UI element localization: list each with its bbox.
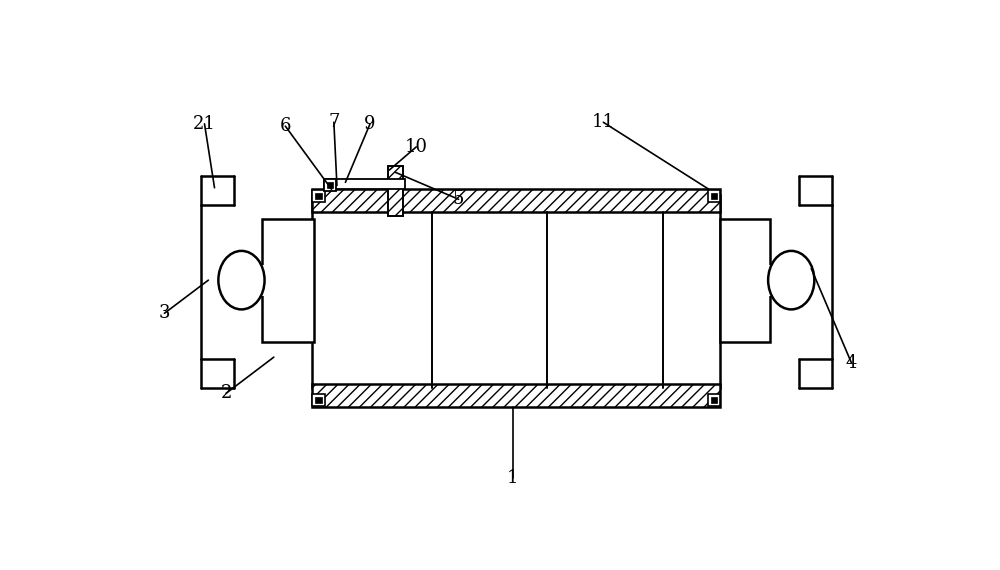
Bar: [312, 189, 720, 213]
Ellipse shape: [218, 251, 265, 310]
Bar: [315, 193, 322, 200]
Text: 5: 5: [453, 190, 464, 208]
Bar: [312, 384, 720, 407]
Bar: [312, 190, 325, 202]
Bar: [711, 193, 717, 200]
Bar: [312, 196, 720, 388]
Bar: [312, 394, 325, 406]
Bar: [327, 182, 333, 188]
Bar: [315, 397, 322, 404]
Bar: [324, 178, 405, 189]
Bar: [769, 264, 791, 296]
Bar: [708, 190, 720, 202]
Text: 7: 7: [328, 113, 340, 131]
Text: 21: 21: [193, 115, 216, 133]
Bar: [708, 394, 720, 406]
Text: 2: 2: [220, 384, 232, 402]
Bar: [720, 218, 770, 342]
Bar: [262, 218, 314, 342]
Text: 4: 4: [846, 353, 857, 372]
Ellipse shape: [768, 251, 814, 310]
Text: 9: 9: [364, 115, 376, 133]
Bar: [324, 178, 336, 191]
Text: 3: 3: [159, 304, 170, 322]
Text: 11: 11: [592, 113, 615, 131]
Text: 6: 6: [280, 117, 291, 135]
Bar: [388, 166, 403, 216]
Text: 1: 1: [507, 469, 518, 487]
Bar: [711, 397, 717, 404]
Bar: [241, 264, 264, 296]
Text: 10: 10: [405, 138, 428, 156]
